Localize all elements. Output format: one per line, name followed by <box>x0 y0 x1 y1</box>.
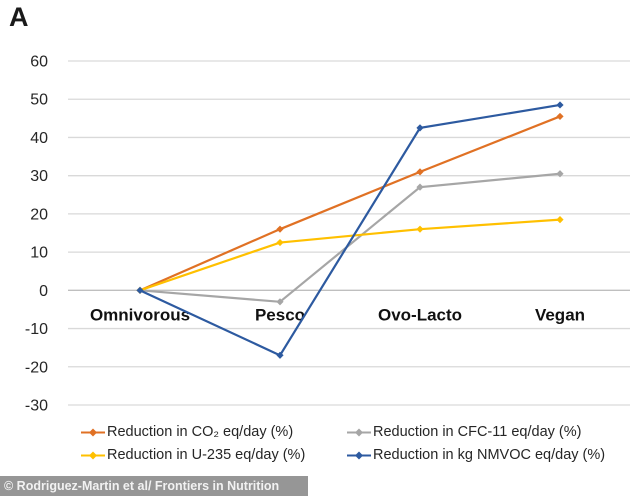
y-axis-tick-label: 0 <box>39 283 48 300</box>
legend-item: Reduction in U-235 eq/day (%) <box>80 447 346 463</box>
legend-label: Reduction in CO₂ eq/day (%) <box>107 424 294 440</box>
y-axis-tick-label: 10 <box>30 245 48 262</box>
panel-letter-label: A <box>9 2 29 32</box>
x-axis-category-label: Vegan <box>535 305 585 324</box>
legend-label: Reduction in CFC-11 eq/day (%) <box>373 424 582 440</box>
data-point-marker <box>416 124 424 132</box>
y-axis-tick-label: 30 <box>30 168 48 185</box>
credit-bar: © Rodriguez-Martin et al/ Frontiers in N… <box>0 476 308 496</box>
x-axis-category-label: Omnivorous <box>90 305 190 324</box>
legend-marker-icon <box>347 451 371 459</box>
legend-marker-icon <box>347 428 371 436</box>
y-axis-tick-label: 40 <box>30 130 48 147</box>
data-point-marker <box>276 298 284 306</box>
data-point-marker <box>276 351 284 359</box>
y-axis-tick-label: -10 <box>25 321 48 338</box>
legend-label: Reduction in U-235 eq/day (%) <box>107 447 306 463</box>
data-point-marker <box>556 101 564 109</box>
data-point-marker <box>276 238 284 247</box>
data-point-marker <box>556 170 564 178</box>
series-line <box>139 218 561 292</box>
y-axis-tick-label: 50 <box>30 92 48 109</box>
data-point-marker <box>276 225 284 233</box>
data-point-marker <box>556 112 564 121</box>
copyright-credit: © Rodriguez-Martin et al/ Frontiers in N… <box>4 479 280 493</box>
x-axis-category-label: Pesco <box>255 305 305 324</box>
chart-legend: Reduction in CO₂ eq/day (%) Reduction in … <box>80 424 605 463</box>
y-axis-tick-label: 20 <box>30 206 48 223</box>
data-point-marker <box>416 183 424 191</box>
legend-item: Reduction in CFC-11 eq/day (%) <box>346 424 605 440</box>
series-line <box>139 103 561 357</box>
x-axis-category-label: Ovo-Lacto <box>378 305 462 324</box>
line-chart: 60 50 40 30 20 10 0 -10 -20 -30 Omnivorous Pesco Ovo… <box>25 54 630 415</box>
series-line <box>139 172 561 303</box>
legend-item: Reduction in kg NMVOC eq/day (%) <box>346 447 605 463</box>
y-axis-tick-label: -30 <box>25 398 48 415</box>
legend-marker-icon <box>81 451 105 459</box>
data-point-marker <box>556 216 564 224</box>
y-axis-tick-label: -20 <box>25 359 48 376</box>
legend-item: Reduction in CO₂ eq/day (%) <box>80 424 346 440</box>
data-point-marker <box>416 168 424 176</box>
series-line <box>139 115 561 292</box>
data-point-marker <box>136 286 144 294</box>
y-axis-tick-label: 60 <box>30 54 48 71</box>
legend-marker-icon <box>81 428 105 436</box>
legend-label: Reduction in kg NMVOC eq/day (%) <box>373 447 606 463</box>
data-point-marker <box>416 225 424 233</box>
